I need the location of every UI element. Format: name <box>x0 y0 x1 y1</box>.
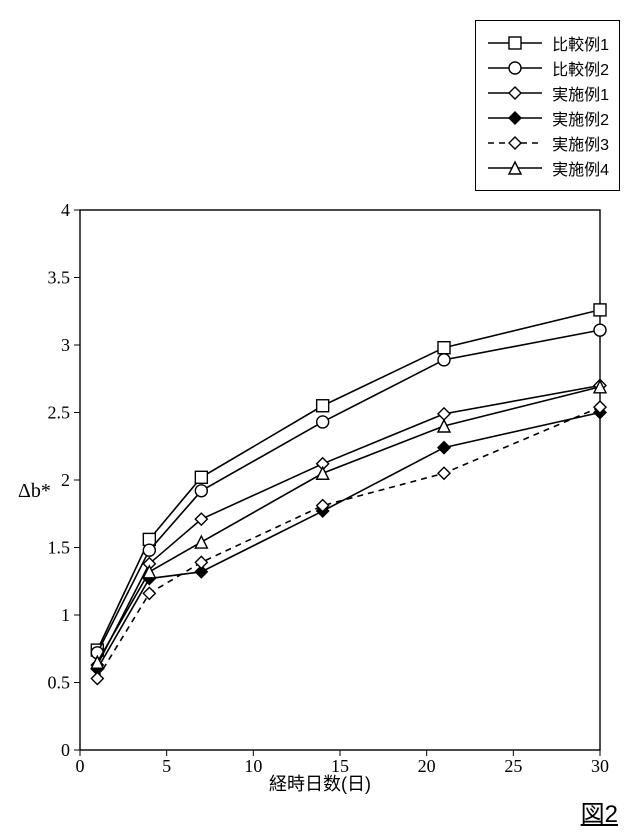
legend-label: 実施例1 <box>552 81 609 105</box>
legend-row: 比較例1 <box>486 32 609 54</box>
svg-text:3: 3 <box>61 335 70 355</box>
page: 05101520253000.511.522.533.54 Δb* 経時日数(日… <box>0 0 640 835</box>
legend-row: 比較例2 <box>486 57 609 79</box>
figure-label: 図2 <box>581 794 618 829</box>
svg-text:2.5: 2.5 <box>48 403 71 423</box>
svg-text:0: 0 <box>61 740 70 760</box>
legend-swatch <box>486 83 544 103</box>
legend-label: 実施例2 <box>552 106 609 130</box>
legend-row: 実施例2 <box>486 107 609 129</box>
legend-label: 比較例1 <box>552 31 609 55</box>
svg-text:1.5: 1.5 <box>48 538 71 558</box>
legend-row: 実施例4 <box>486 157 609 179</box>
x-axis-label: 経時日数(日) <box>0 770 640 796</box>
svg-text:0.5: 0.5 <box>48 673 71 693</box>
y-axis-label: Δb* <box>18 480 51 503</box>
legend-swatch <box>486 58 544 78</box>
legend-label: 実施例4 <box>552 156 609 180</box>
legend-row: 実施例1 <box>486 82 609 104</box>
svg-text:4: 4 <box>61 200 70 220</box>
legend-label: 比較例2 <box>552 56 609 80</box>
legend: 比較例1比較例2実施例1実施例2実施例3実施例4 <box>475 20 620 191</box>
legend-row: 実施例3 <box>486 132 609 154</box>
legend-swatch <box>486 108 544 128</box>
legend-swatch <box>486 133 544 153</box>
legend-swatch <box>486 158 544 178</box>
legend-label: 実施例3 <box>552 131 609 155</box>
legend-swatch <box>486 33 544 53</box>
svg-text:1: 1 <box>61 605 70 625</box>
svg-text:3.5: 3.5 <box>48 268 71 288</box>
svg-text:2: 2 <box>61 470 70 490</box>
